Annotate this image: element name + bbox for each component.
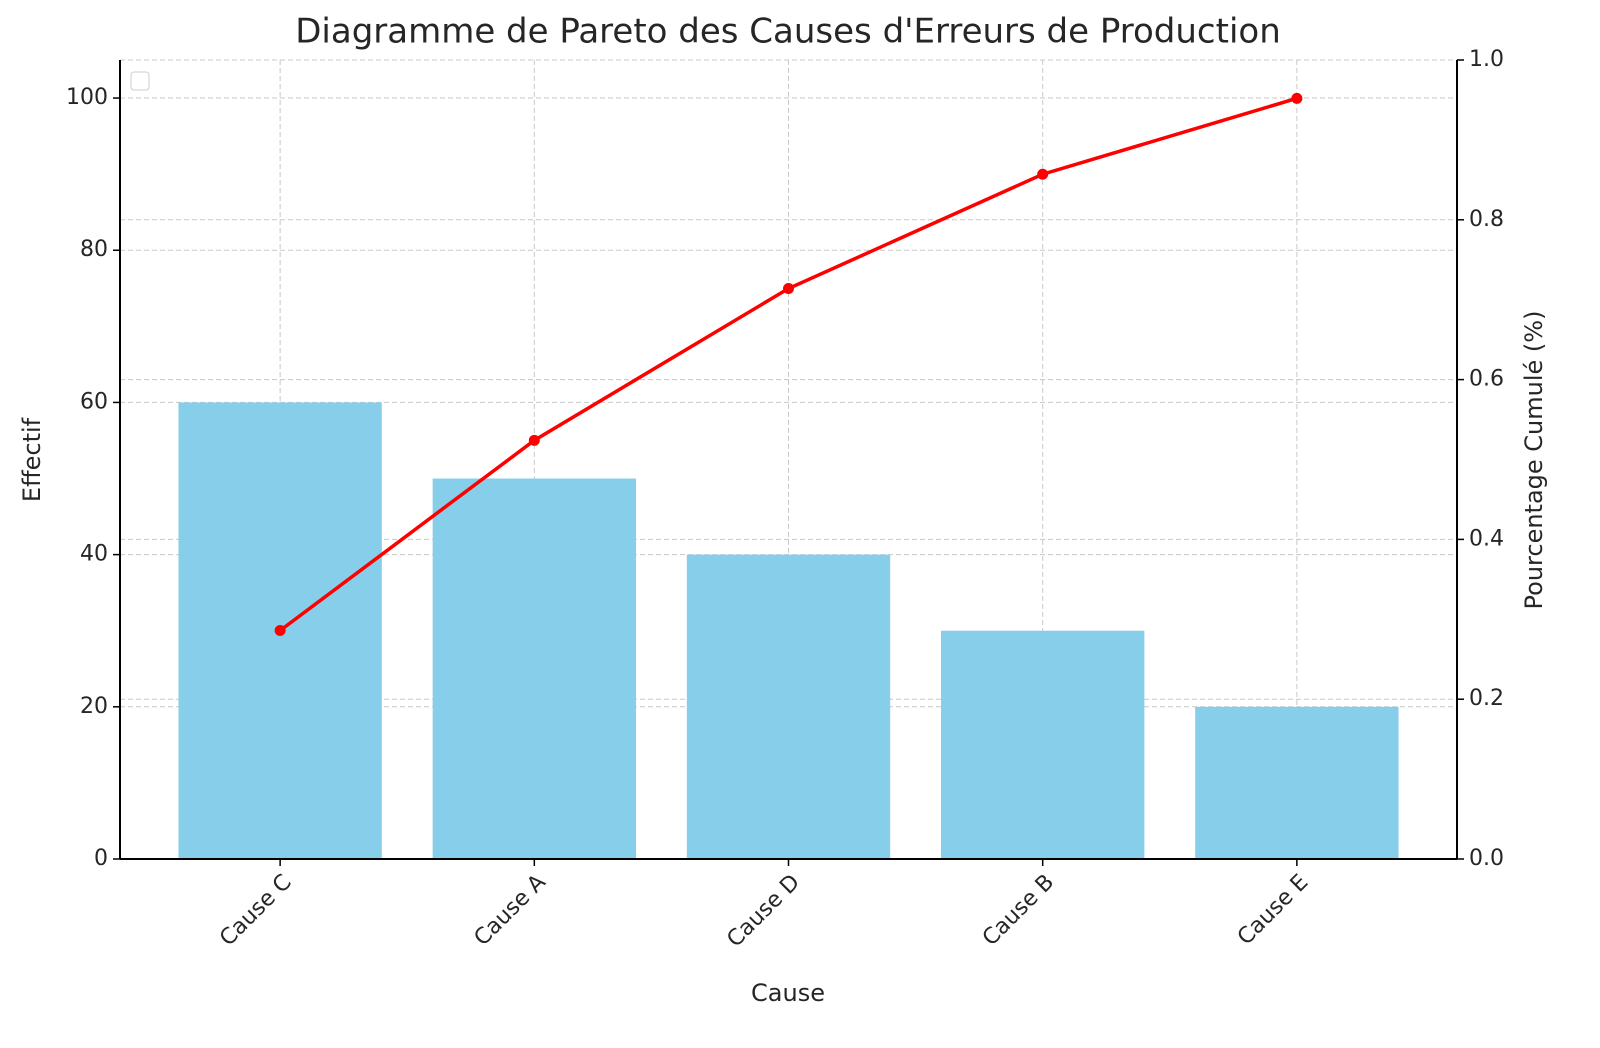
y-tick-label: 100 [66,85,108,110]
y2-tick-label: 0.4 [1469,526,1504,551]
y2-tick-label: 0.6 [1469,367,1504,392]
y-axis-label: Effectif [18,417,46,502]
line-marker [274,624,286,636]
x-tick-label: Cause D [722,870,805,953]
bar [432,478,636,859]
line-marker [1291,92,1303,104]
line-marker [1037,168,1049,180]
y2-axis-label: Pourcentage Cumulé (%) [1520,311,1548,610]
y2-tick-label: 0.0 [1469,846,1504,871]
y2-tick-label: 0.8 [1469,207,1504,232]
x-tick-label: Cause B [978,870,1059,951]
y-tick-label: 0 [94,846,108,871]
bar [1195,706,1399,859]
legend-box [130,71,150,91]
x-axis-label: Cause [751,979,825,1007]
y-tick-label: 20 [80,694,108,719]
x-tick-label: Cause C [215,870,296,951]
line-marker [783,283,794,295]
y-tick-label: 60 [80,389,108,414]
y-tick-label: 80 [80,237,108,262]
y-tick-label: 40 [80,542,108,567]
chart-title: Diagramme de Pareto des Causes d'Erreurs… [295,12,1281,52]
line-marker [528,434,540,446]
x-tick-label: Cause E [1233,870,1313,950]
bar [941,630,1145,859]
y2-tick-label: 0.2 [1469,686,1504,711]
x-tick-label: Cause A [470,870,551,951]
y2-tick-label: 1.0 [1469,47,1504,72]
bar [686,554,891,859]
